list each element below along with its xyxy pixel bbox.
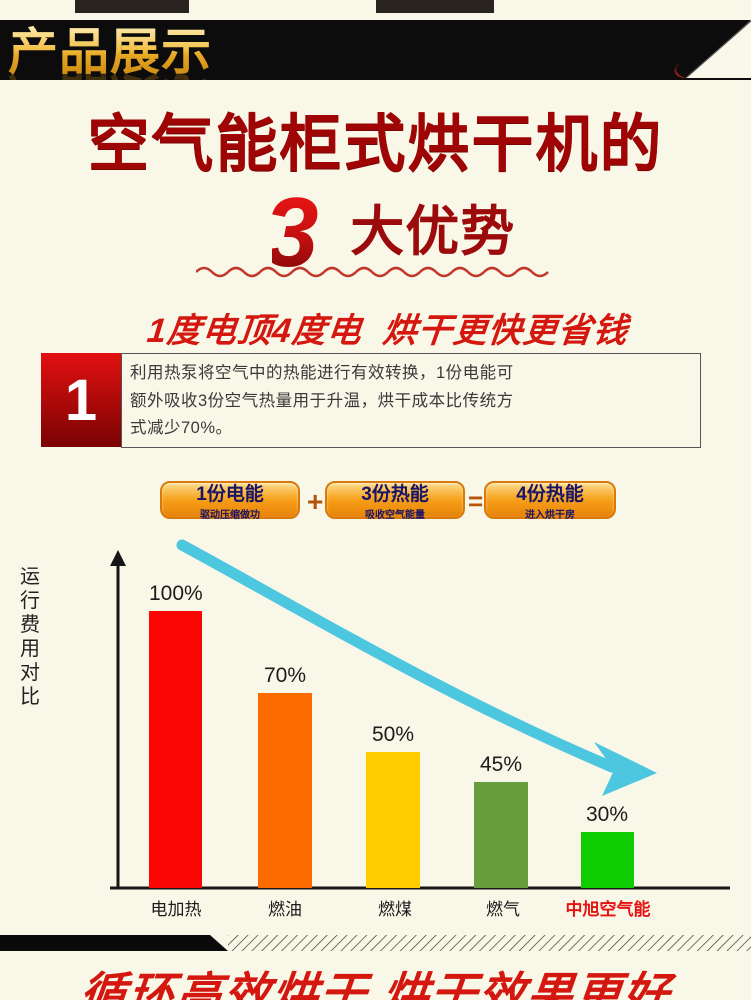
- svg-text:产品展示: 产品展示: [8, 24, 212, 80]
